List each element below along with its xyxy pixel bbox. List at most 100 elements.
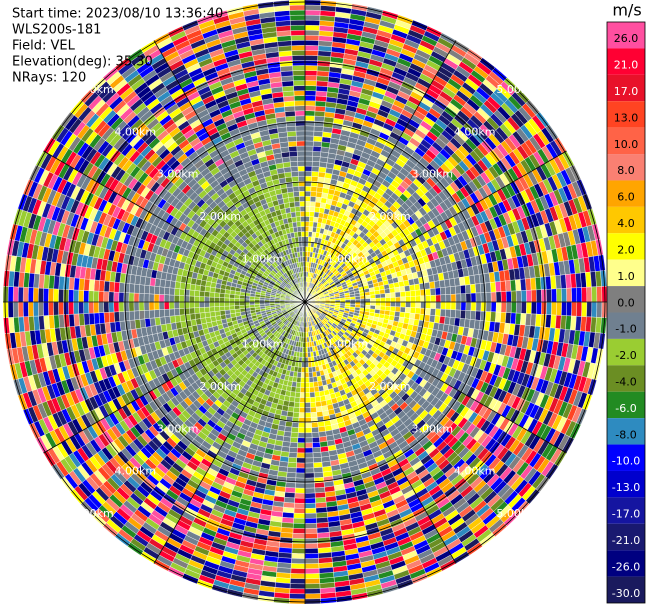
gate [239, 305, 246, 309]
gate [288, 457, 297, 463]
gate [375, 301, 381, 307]
gate [149, 285, 155, 295]
gate [148, 293, 155, 303]
gate [296, 462, 306, 469]
gate [515, 301, 522, 314]
gate [204, 291, 211, 298]
gate [546, 301, 552, 316]
gate [304, 382, 310, 388]
gate [295, 467, 306, 474]
gate [510, 301, 517, 314]
gate [153, 301, 160, 311]
gate [296, 371, 302, 378]
gate [128, 310, 135, 321]
gate [316, 411, 324, 418]
gate [296, 452, 306, 459]
gate [414, 313, 421, 321]
gate [249, 301, 255, 306]
gate [154, 286, 160, 295]
gate [310, 401, 317, 408]
gate [63, 289, 69, 303]
gate [133, 283, 140, 294]
gate [313, 467, 324, 474]
gate [480, 311, 487, 322]
gate [300, 377, 306, 383]
gate [290, 437, 299, 443]
gate [229, 293, 236, 299]
gate [434, 308, 441, 317]
gate [314, 391, 321, 398]
gate [103, 301, 110, 313]
gate [249, 298, 255, 303]
gate [295, 482, 306, 489]
gate [307, 346, 311, 353]
gate [83, 290, 90, 303]
gate [7, 301, 14, 318]
gate [304, 502, 316, 509]
gate [189, 301, 195, 309]
gate [138, 310, 145, 320]
gate [292, 538, 306, 544]
gate [380, 301, 386, 307]
gate [93, 301, 100, 314]
gate [285, 421, 293, 428]
gate [301, 367, 306, 373]
gate [475, 310, 482, 321]
gate [28, 301, 34, 317]
gate [304, 377, 310, 383]
gate [304, 407, 311, 413]
gate [480, 301, 487, 312]
gate [189, 313, 196, 321]
gate [293, 507, 306, 514]
gate [304, 593, 321, 600]
gate [103, 291, 110, 303]
gate [22, 301, 29, 317]
gate [53, 301, 59, 316]
gate [304, 507, 317, 514]
gate [293, 406, 300, 413]
gate [169, 287, 176, 296]
gate [405, 301, 411, 308]
gate [287, 462, 297, 469]
gate [194, 307, 201, 314]
gate [304, 512, 317, 519]
gate [22, 287, 29, 303]
gate [289, 396, 296, 403]
gate [526, 301, 532, 315]
gate [179, 314, 186, 322]
gate [219, 292, 226, 298]
gate [287, 406, 295, 413]
gate [308, 361, 312, 368]
gate [292, 523, 306, 529]
gate [304, 523, 318, 529]
gate [158, 294, 165, 303]
gate [284, 426, 292, 433]
gate [38, 301, 44, 317]
gate [194, 284, 201, 292]
gate [293, 512, 306, 519]
gate [465, 310, 472, 320]
gate [12, 286, 19, 303]
gate [304, 573, 320, 579]
gate [374, 305, 381, 311]
gate [541, 301, 547, 315]
gate [290, 568, 306, 574]
gate [295, 472, 306, 479]
gate [294, 502, 306, 509]
gate [68, 301, 74, 315]
gate [144, 285, 150, 294]
gate [460, 301, 467, 311]
gate [404, 307, 411, 314]
gate [154, 309, 160, 318]
gate [430, 301, 437, 309]
gate [315, 406, 323, 413]
gate [485, 311, 492, 322]
gate [415, 301, 421, 309]
gate [174, 308, 181, 316]
gate [199, 307, 206, 314]
gate [304, 457, 314, 464]
gate [295, 381, 301, 388]
gate [300, 387, 306, 393]
gate [219, 297, 225, 303]
gate [429, 308, 436, 316]
